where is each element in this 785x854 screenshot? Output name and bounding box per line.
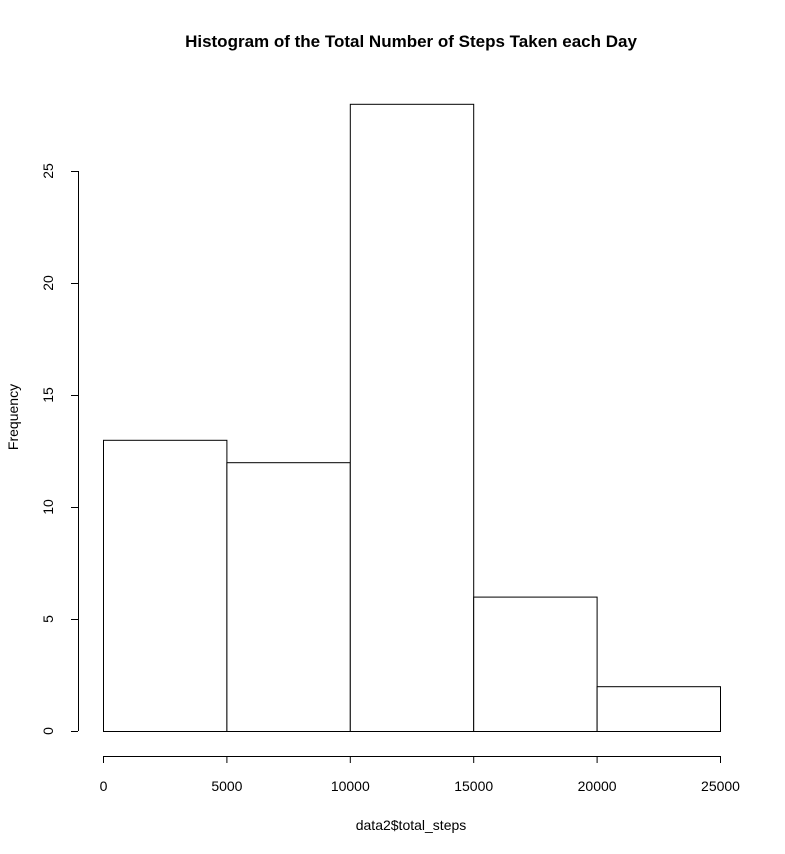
x-tick-label-5: 25000 xyxy=(701,778,740,794)
chart-title: Histogram of the Total Number of Steps T… xyxy=(185,32,637,51)
y-axis: 0 5 10 15 20 25 xyxy=(40,163,79,735)
x-tick-label-1: 5000 xyxy=(211,778,242,794)
y-tick-label-1: 5 xyxy=(40,615,56,623)
x-tick-label-3: 15000 xyxy=(454,778,493,794)
y-axis-label: Frequency xyxy=(5,384,21,450)
x-axis: 0 5000 10000 15000 20000 25000 xyxy=(100,756,740,794)
histogram-bar-4 xyxy=(596,686,721,733)
y-tick-label-5: 25 xyxy=(40,163,56,179)
y-tick-label-4: 20 xyxy=(40,275,56,291)
x-tick-label-4: 20000 xyxy=(578,778,617,794)
y-tick-label-3: 15 xyxy=(40,387,56,403)
histogram-bar-3 xyxy=(473,596,598,732)
y-tick-label-2: 10 xyxy=(40,499,56,515)
bars-group xyxy=(103,103,721,733)
histogram-bar-1 xyxy=(226,462,351,732)
x-tick-label-2: 10000 xyxy=(331,778,370,794)
x-axis-label: data2$total_steps xyxy=(356,817,467,833)
histogram-bar-0 xyxy=(103,439,228,732)
histogram-bar-2 xyxy=(349,103,475,733)
x-tick-label-0: 0 xyxy=(100,778,108,794)
y-tick-label-0: 0 xyxy=(40,727,56,735)
